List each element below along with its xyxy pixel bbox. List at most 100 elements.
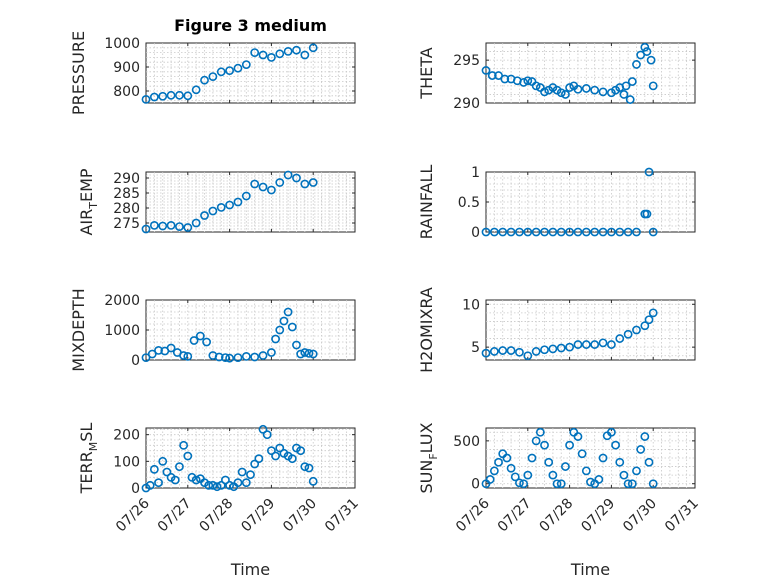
y-axis-label: TERRMSL: [77, 423, 100, 495]
data-point: [640, 321, 650, 331]
data-point: [300, 50, 310, 60]
data-point: [598, 338, 608, 348]
data-point: [308, 178, 318, 187]
data-point: [487, 71, 497, 80]
data-point: [214, 352, 224, 362]
data-point: [594, 475, 604, 484]
data-point: [581, 227, 591, 237]
data-point: [179, 351, 189, 360]
data-point: [183, 223, 193, 232]
data-point: [275, 178, 285, 187]
data-point: [510, 472, 520, 482]
data-point: [158, 456, 168, 466]
x-axis-label: Time: [570, 560, 610, 579]
x-tick-label: 07/29: [578, 496, 618, 536]
data-point: [515, 227, 524, 237]
data-point: [581, 466, 591, 476]
data-point: [275, 49, 285, 59]
data-point: [523, 351, 533, 361]
data-point: [485, 475, 495, 484]
data-point: [287, 454, 297, 464]
data-point: [556, 343, 566, 353]
data-point: [225, 200, 234, 210]
subplot-4: 0 0.5 1 RAINFALL: [417, 165, 696, 241]
data-point: [266, 53, 276, 62]
data-point: [531, 347, 541, 356]
data-point: [170, 475, 180, 485]
data-point: [540, 345, 549, 355]
data-point: [648, 227, 658, 237]
y-tick-label: 0: [471, 225, 480, 241]
data-point: [304, 348, 314, 358]
data-point: [498, 346, 508, 355]
data-point: [494, 457, 503, 467]
data-point: [607, 340, 616, 349]
data-point: [191, 475, 201, 485]
data-point: [250, 179, 260, 189]
axes-box: [485, 42, 696, 104]
data-point: [221, 475, 230, 485]
data-point: [154, 345, 163, 355]
data-point: [241, 60, 251, 69]
data-point: [646, 55, 656, 65]
y-tick-label: 275: [113, 216, 140, 232]
y-tick-label: 290: [453, 96, 480, 112]
x-tick-label: 07/30: [280, 496, 320, 536]
data-point: [212, 482, 222, 492]
data-point: [308, 43, 318, 53]
data-point: [208, 206, 218, 216]
data-point: [141, 95, 151, 104]
data-point: [535, 427, 545, 437]
data-point: [266, 185, 276, 195]
data-point: [481, 66, 491, 75]
data-point: [561, 90, 570, 99]
y-tick-label: 285: [113, 186, 140, 202]
data-point: [640, 42, 650, 52]
data-point: [250, 48, 260, 57]
data-point: [489, 227, 499, 237]
x-tick-label: 07/29: [238, 496, 278, 536]
y-tick-label: 800: [113, 84, 140, 100]
data-point: [237, 467, 247, 477]
data-point: [275, 325, 285, 335]
data-point: [308, 476, 318, 486]
y-axis-label: RAINFALL: [417, 165, 436, 240]
data-point: [216, 480, 226, 490]
data-point: [158, 221, 168, 231]
data-point: [623, 329, 633, 339]
data-point: [208, 72, 218, 81]
data-point: [642, 209, 652, 219]
data-point: [250, 352, 260, 362]
data-point: [519, 78, 529, 87]
axes-box: [485, 299, 696, 361]
data-point: [531, 227, 541, 237]
x-tick-label: 07/28: [537, 496, 577, 536]
subplot-8: 0 500 07/26 07/27 07/28 07/29 07/30 07/31 SUNFLU…: [417, 422, 702, 579]
data-point: [183, 351, 193, 361]
data-point: [573, 84, 583, 94]
data-point: [481, 227, 491, 237]
data-point: [573, 340, 583, 349]
axes-box: [485, 171, 696, 233]
data-point: [636, 445, 646, 454]
data-point: [258, 351, 268, 360]
data-point: [225, 66, 234, 75]
data-point: [498, 227, 508, 237]
data-point: [149, 92, 159, 102]
data-point: [573, 227, 583, 237]
y-tick-label: 0: [131, 353, 140, 369]
data-point: [607, 427, 616, 437]
data-point: [233, 63, 243, 73]
data-point: [625, 95, 635, 104]
data-point: [246, 470, 255, 480]
data-point: [279, 316, 289, 326]
data-point: [191, 85, 201, 95]
x-tick-label: 07/28: [197, 496, 237, 536]
data-point: [523, 227, 533, 237]
x-tick-label: 07/26: [453, 495, 493, 535]
data-point: [502, 453, 512, 463]
data-point: [556, 479, 566, 489]
data-point: [175, 462, 184, 472]
